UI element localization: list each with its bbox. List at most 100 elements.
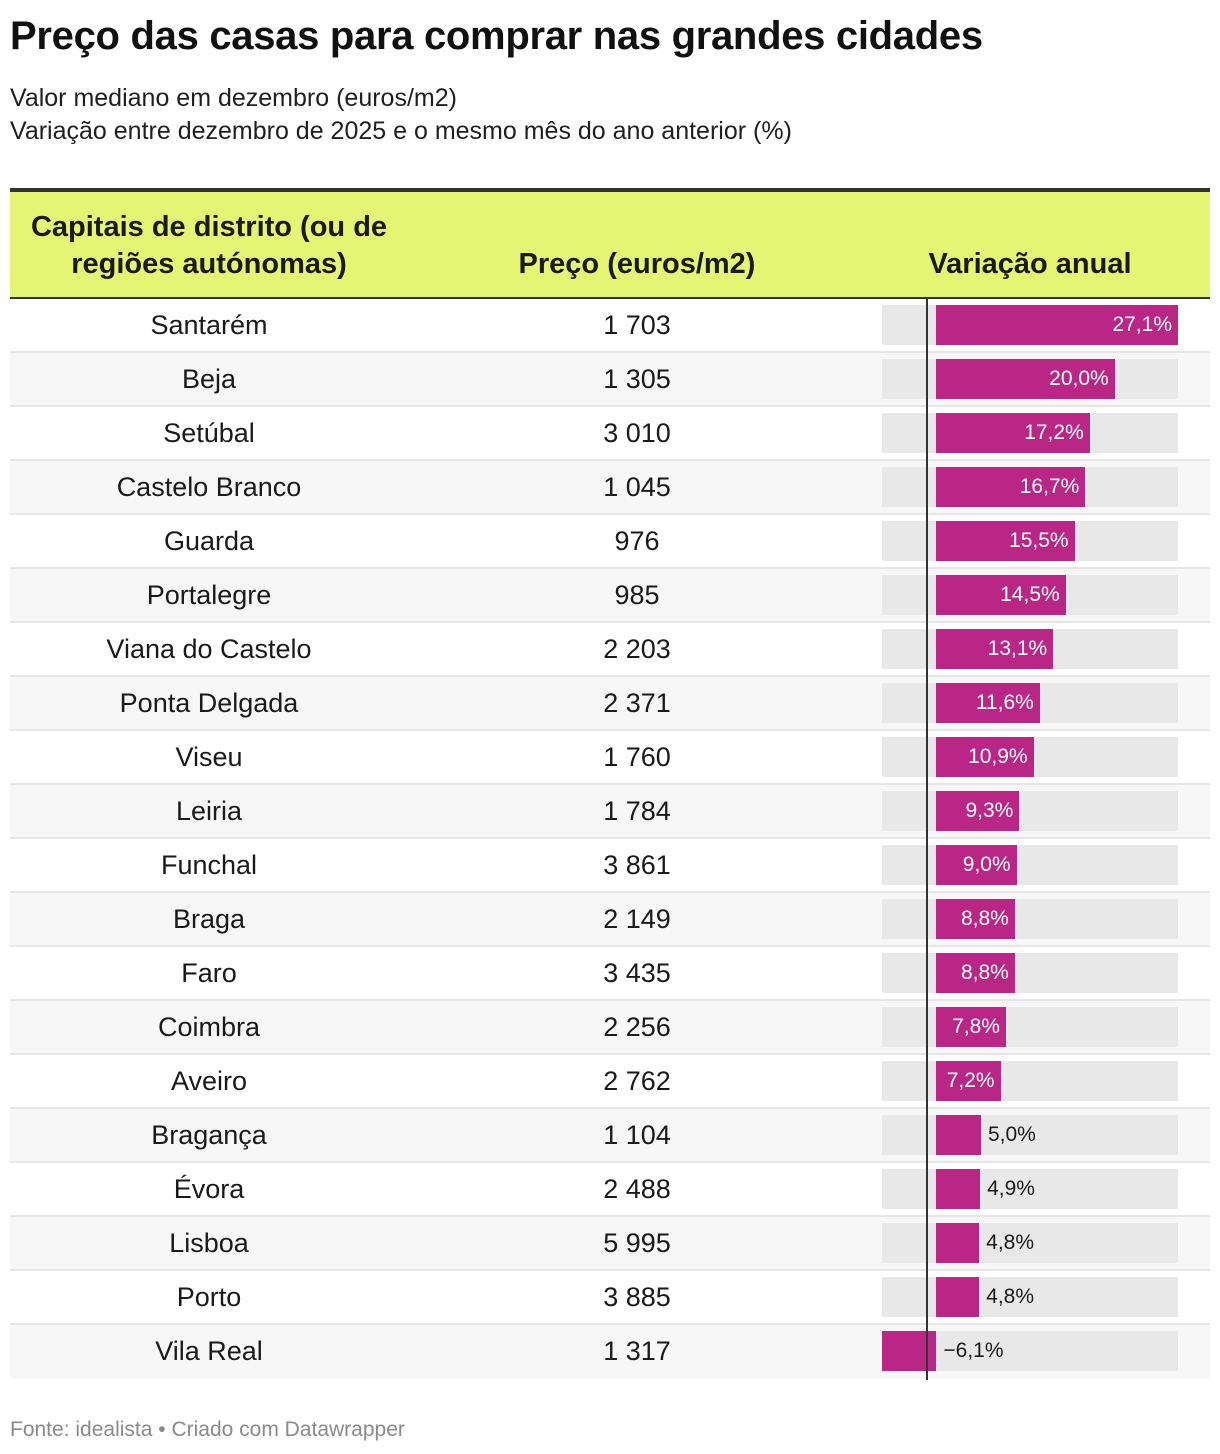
variation-bar: [936, 1223, 980, 1263]
city-cell: Castelo Branco: [116, 472, 302, 502]
city-cell: Bragança: [151, 1120, 267, 1150]
variation-bar-track: 7,2%: [882, 1061, 1178, 1101]
table-row: Ponta Delgada 2 371 11,6%: [10, 677, 1210, 731]
variation-bar-track: 9,0%: [882, 845, 1178, 885]
variation-label: 7,2%: [946, 1069, 995, 1092]
variation-bar: [936, 305, 1178, 345]
price-cell: 2 256: [603, 1012, 671, 1042]
variation-bar: [936, 359, 1115, 399]
city-cell: Coimbra: [157, 1012, 261, 1042]
variation-bar: [936, 953, 1015, 993]
variation-label: 17,2%: [1024, 421, 1084, 444]
city-cell: Santarém: [150, 310, 268, 340]
variation-bar: [936, 575, 1066, 615]
price-cell: 3 010: [603, 418, 671, 448]
city-cell: Portalegre: [146, 580, 272, 610]
city-cell: Vila Real: [155, 1336, 263, 1366]
table-row: Bragança 1 104 5,0%: [10, 1109, 1210, 1163]
variation-bar: [936, 1007, 1006, 1047]
variation-bar: [882, 1331, 937, 1371]
column-header-city[interactable]: Capitais de distrito (ou de regiões autó…: [30, 211, 388, 280]
variation-label: 8,8%: [960, 961, 1009, 984]
price-cell: 1 104: [603, 1120, 671, 1150]
variation-bar-track: −6,1%: [882, 1331, 1178, 1371]
variation-bar: [936, 791, 1020, 831]
variation-bar-track: 27,1%: [882, 305, 1178, 345]
price-cell: 1 317: [603, 1336, 671, 1366]
variation-bar: [936, 467, 1086, 507]
variation-label: −6,1%: [943, 1339, 1004, 1362]
city-cell: Faro: [181, 958, 237, 988]
variation-bar: [936, 629, 1054, 669]
variation-bar-track: 4,8%: [882, 1223, 1178, 1263]
table-row: Évora 2 488 4,9%: [10, 1163, 1210, 1217]
city-cell: Setúbal: [163, 418, 255, 448]
data-table: Capitais de distrito (ou de regiões autó…: [10, 188, 1210, 1379]
table-row: Faro 3 435 8,8%: [10, 947, 1210, 1001]
city-cell: Viana do Castelo: [106, 634, 312, 664]
price-cell: 2 488: [603, 1174, 671, 1204]
price-cell: 2 371: [603, 688, 671, 718]
zero-baseline: [926, 297, 928, 1380]
variation-label: 4,9%: [987, 1177, 1035, 1200]
city-cell: Évora: [173, 1174, 245, 1204]
variation-bar-track: 20,0%: [882, 359, 1178, 399]
city-cell: Funchal: [160, 850, 258, 880]
variation-label: 11,6%: [975, 691, 1034, 714]
variation-label: 27,1%: [1112, 313, 1172, 336]
table-row: Coimbra 2 256 7,8%: [10, 1001, 1210, 1055]
price-cell: 985: [614, 580, 660, 610]
price-cell: 3 861: [603, 850, 671, 880]
source-footer: Fonte: idealista • Criado com Datawrappe…: [10, 1418, 405, 1441]
city-cell: Aveiro: [170, 1066, 248, 1096]
price-cell: 2 149: [603, 904, 671, 934]
variation-bar-track: 16,7%: [882, 467, 1178, 507]
variation-bar: [936, 1115, 981, 1155]
variation-bar-track: 13,1%: [882, 629, 1178, 669]
table-row: Beja 1 305 20,0%: [10, 353, 1210, 407]
city-cell: Braga: [172, 904, 246, 934]
variation-label: 20,0%: [1049, 367, 1109, 390]
table-row: Guarda 976 15,5%: [10, 515, 1210, 569]
variation-label: 9,0%: [962, 853, 1011, 876]
city-cell: Leiria: [175, 796, 243, 826]
variation-label: 4,8%: [986, 1285, 1035, 1308]
table-header: Capitais de distrito (ou de regiões autó…: [10, 188, 1210, 299]
variation-label: 7,8%: [952, 1015, 1000, 1038]
price-cell: 1 760: [603, 742, 671, 772]
variation-label: 15,5%: [1009, 529, 1069, 552]
variation-bar: [936, 1277, 980, 1317]
column-header-price[interactable]: Preço (euros/m2): [518, 248, 756, 280]
variation-bar-track: 9,3%: [882, 791, 1178, 831]
table-row: Aveiro 2 762 7,2%: [10, 1055, 1210, 1109]
variation-bar-track: 5,0%: [882, 1115, 1178, 1155]
variation-bar: [936, 1169, 981, 1209]
variation-label: 5,0%: [987, 1123, 1036, 1146]
variation-label: 10,9%: [968, 745, 1028, 768]
column-header-variation[interactable]: Variação anual: [928, 248, 1132, 280]
price-cell: 3 435: [603, 958, 671, 988]
price-cell: 2 762: [603, 1066, 671, 1096]
table-row: Lisboa 5 995 4,8%: [10, 1217, 1210, 1271]
table-row: Setúbal 3 010 17,2%: [10, 407, 1210, 461]
variation-bar-track: 10,9%: [882, 737, 1178, 777]
variation-bar-track: 8,8%: [882, 899, 1178, 939]
variation-bar: [936, 1061, 1001, 1101]
table-row: Funchal 3 861 9,0%: [10, 839, 1210, 893]
variation-bar: [936, 683, 1040, 723]
variation-bar-track: 4,9%: [882, 1169, 1178, 1209]
variation-label: 16,7%: [1019, 475, 1080, 498]
price-cell: 976: [614, 526, 660, 556]
table-row: Braga 2 149 8,8%: [10, 893, 1210, 947]
price-cell: 2 203: [603, 634, 671, 664]
variation-bar-track: 14,5%: [882, 575, 1178, 615]
variation-label: 13,1%: [987, 637, 1048, 660]
variation-bar-track: 11,6%: [882, 683, 1178, 723]
chart-subtitle-line-2: Variação entre dezembro de 2025 e o mesm…: [10, 117, 792, 145]
city-cell: Ponta Delgada: [119, 688, 299, 718]
variation-label: 14,5%: [1000, 583, 1060, 606]
city-cell: Lisboa: [169, 1228, 249, 1258]
variation-label: 9,3%: [965, 799, 1014, 822]
table-row: Viseu 1 760 10,9%: [10, 731, 1210, 785]
table-row: Vila Real 1 317 −6,1%: [10, 1325, 1210, 1379]
